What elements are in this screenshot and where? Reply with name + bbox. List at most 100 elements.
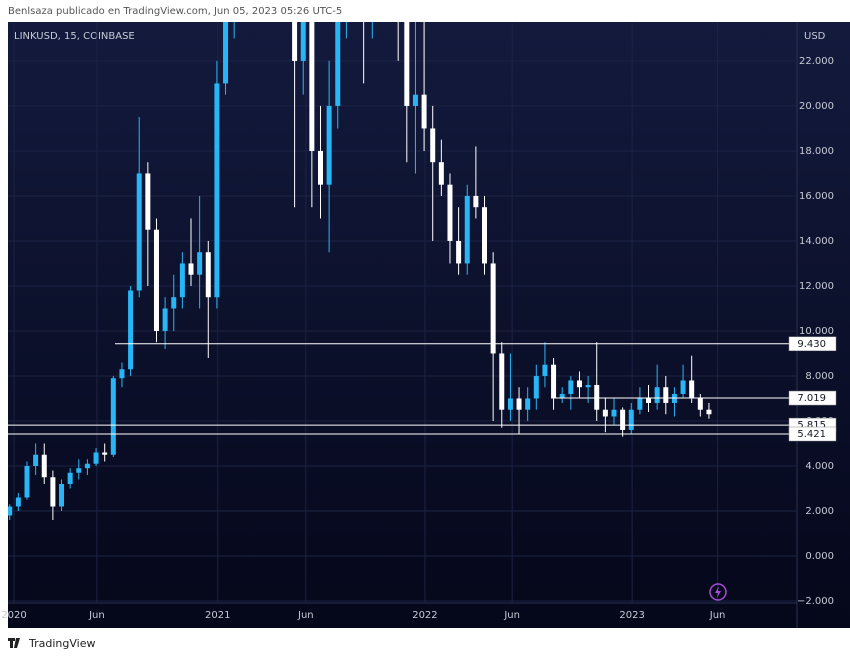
level-label: 5.815 <box>797 420 826 431</box>
level-label-box <box>788 426 837 442</box>
chart-background <box>8 22 850 628</box>
x-tick-label: 2021 <box>205 610 230 621</box>
candle-body <box>663 387 669 403</box>
y-tick-label: 0.000 <box>805 551 834 562</box>
candle-body <box>33 454 39 466</box>
candle-body <box>499 353 505 410</box>
y-axis-label: USD <box>804 31 826 42</box>
candle-body <box>102 452 108 455</box>
candle-body <box>197 252 203 275</box>
candle-body <box>317 150 323 185</box>
candle-body <box>585 384 591 388</box>
candle-body <box>706 409 712 415</box>
candle-body <box>551 364 557 399</box>
brand-name: TradingView <box>28 637 95 650</box>
candle-body <box>637 398 643 410</box>
candle-body <box>76 468 82 473</box>
candle-body <box>162 308 168 331</box>
candle-body <box>421 94 427 129</box>
candle-body <box>689 380 695 399</box>
alert-bolt <box>715 586 721 598</box>
candle-body <box>8 506 13 516</box>
candle-body <box>680 380 686 394</box>
y-tick-label: 4.000 <box>805 461 834 472</box>
x-tick-label: 2020 <box>1 610 26 621</box>
level-label-box <box>788 336 837 352</box>
candle-body <box>473 195 479 208</box>
candle-body <box>654 387 660 403</box>
candle-body <box>464 195 470 264</box>
candle-body <box>326 105 332 185</box>
candle-body <box>412 94 418 106</box>
candle-body <box>430 128 436 163</box>
x-tick-label: Jun <box>709 610 726 621</box>
candle-body <box>335 22 341 106</box>
candle-body <box>533 375 539 399</box>
level-label: 9.430 <box>797 339 826 350</box>
candle-body <box>15 497 21 507</box>
candle-body <box>568 380 574 394</box>
candle-body <box>438 162 444 185</box>
candle-body <box>24 465 30 498</box>
candle-body <box>507 398 513 410</box>
y-tick-label: 18.000 <box>799 146 834 157</box>
candle-body <box>84 463 90 469</box>
candle-body <box>542 364 548 376</box>
y-tick-label: 22.000 <box>799 56 834 67</box>
candle-body <box>205 252 211 298</box>
brand-logo: TradingView <box>8 637 95 650</box>
candle-body <box>292 22 298 61</box>
candle-body <box>59 483 65 507</box>
candle-body <box>525 398 531 410</box>
candle-body <box>482 207 488 264</box>
candle-body <box>309 22 315 151</box>
candle-body <box>516 398 522 410</box>
candle-body <box>490 263 496 354</box>
logo-mark <box>8 638 20 648</box>
candle-body <box>128 290 134 370</box>
y-tick-label: 20.000 <box>799 101 834 112</box>
candle-body <box>119 369 125 379</box>
candle-body <box>456 240 462 264</box>
candle-body <box>223 22 229 84</box>
candle-body <box>646 398 652 403</box>
alert-icon[interactable] <box>709 583 727 601</box>
x-tick-label: Jun <box>88 610 105 621</box>
x-tick-label: 2023 <box>619 610 644 621</box>
x-tick-label: Jun <box>297 610 314 621</box>
chart-title: LINKUSD, 15, COINBASE <box>14 31 135 42</box>
candle-body <box>67 472 73 484</box>
candle-body <box>171 297 177 309</box>
candle-body <box>179 263 185 298</box>
y-tick-label: 12.000 <box>799 281 834 292</box>
y-tick-label: 14.000 <box>799 236 834 247</box>
candle-body <box>447 184 453 241</box>
y-tick-label: 2.000 <box>805 506 834 517</box>
candle-body <box>110 378 116 455</box>
candle-body <box>404 22 410 106</box>
candle-body <box>136 173 142 291</box>
candle-body <box>50 477 56 507</box>
candle-body <box>41 454 47 478</box>
candle-body <box>611 409 617 417</box>
level-label: 7.019 <box>797 393 826 404</box>
y-tick-label: 10.000 <box>799 326 834 337</box>
level-label: 5.421 <box>797 429 826 440</box>
candle-body <box>145 173 151 230</box>
candle-body <box>620 409 626 430</box>
x-tick-label: 2022 <box>412 610 437 621</box>
candle-body <box>300 22 306 61</box>
y-tick-label: 16.000 <box>799 191 834 202</box>
candle-body <box>628 409 634 430</box>
candle-body <box>594 384 600 410</box>
candle-body <box>93 452 99 464</box>
candle-body <box>153 229 159 331</box>
candle-body <box>697 398 703 410</box>
candle-body <box>576 380 582 388</box>
level-label-box <box>788 390 837 406</box>
candle-body <box>214 83 220 298</box>
y-tick-label: 8.000 <box>805 371 834 382</box>
